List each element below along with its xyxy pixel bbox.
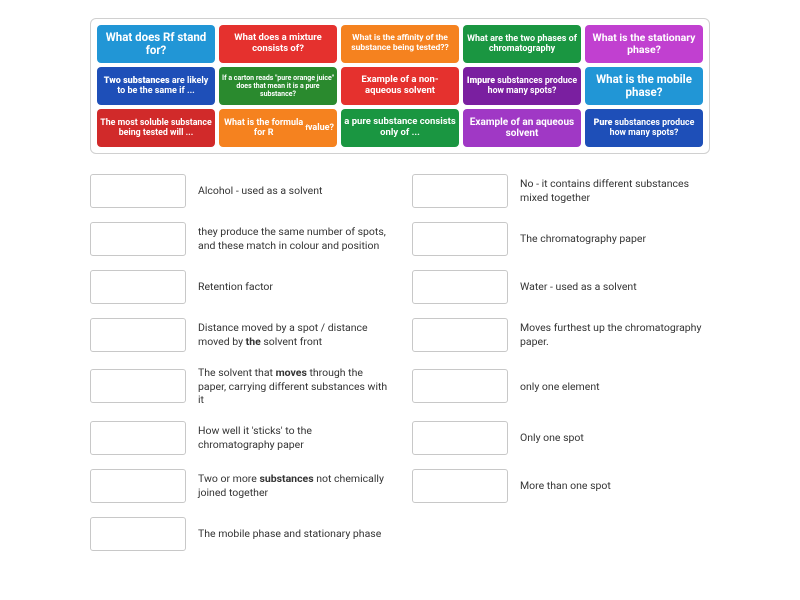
question-card[interactable]: If a carton reads "pure orange juice" do… [219, 67, 337, 105]
answer-row: they produce the same number of spots, a… [90, 222, 388, 256]
answer-text: Alcohol - used as a solvent [198, 184, 388, 198]
answer-row: Only one spot [412, 421, 710, 455]
question-card-grid: What does Rf stand for?What does a mixtu… [90, 18, 710, 154]
answer-row: Distance moved by a spot / distance move… [90, 318, 388, 352]
answer-text: Retention factor [198, 280, 388, 294]
answer-row: only one element [412, 366, 710, 407]
question-card[interactable]: Example of a non-aqueous solvent [341, 67, 459, 105]
answer-text: The mobile phase and stationary phase [198, 527, 388, 541]
answer-row: How well it 'sticks' to the chromatograp… [90, 421, 388, 455]
answer-drop-box[interactable] [90, 270, 186, 304]
question-card[interactable]: Two substances are likely to be the same… [97, 67, 215, 105]
question-card[interactable]: What does a mixture consists of? [219, 25, 337, 63]
answer-row: Alcohol - used as a solvent [90, 174, 388, 208]
answer-drop-box[interactable] [412, 469, 508, 503]
answer-row: The chromatography paper [412, 222, 710, 256]
answer-row: Water - used as a solvent [412, 270, 710, 304]
answer-row: Moves furthest up the chromatography pap… [412, 318, 710, 352]
answer-drop-box[interactable] [90, 222, 186, 256]
answer-drop-box[interactable] [412, 369, 508, 403]
answer-drop-box[interactable] [90, 369, 186, 403]
answer-drop-box[interactable] [90, 174, 186, 208]
answer-row [412, 517, 710, 551]
question-card[interactable]: What are the two phases of chromatograph… [463, 25, 581, 63]
answer-text: The solvent that moves through the paper… [198, 366, 388, 407]
answer-row: The mobile phase and stationary phase [90, 517, 388, 551]
answer-drop-box[interactable] [90, 517, 186, 551]
answer-row: No - it contains different substances mi… [412, 174, 710, 208]
answer-drop-box[interactable] [412, 421, 508, 455]
question-card[interactable]: Impure substances produce how many spots… [463, 67, 581, 105]
answer-row: Retention factor [90, 270, 388, 304]
question-card[interactable]: The most soluble substance being tested … [97, 109, 215, 147]
answer-text: More than one spot [520, 479, 710, 493]
answer-text: Water - used as a solvent [520, 280, 710, 294]
answer-drop-box[interactable] [90, 421, 186, 455]
answer-text: Only one spot [520, 431, 710, 445]
question-card[interactable]: Pure substances produce how many spots? [585, 109, 703, 147]
question-card[interactable]: a pure substance consists only of ... [341, 109, 459, 147]
question-card[interactable]: What is the stationary phase? [585, 25, 703, 63]
answer-text: Distance moved by a spot / distance move… [198, 321, 388, 348]
answer-text: The chromatography paper [520, 232, 710, 246]
answer-drop-box[interactable] [412, 318, 508, 352]
answer-drop-box[interactable] [412, 222, 508, 256]
question-card[interactable]: Example of an aqueous solvent [463, 109, 581, 147]
answer-text: How well it 'sticks' to the chromatograp… [198, 424, 388, 451]
question-card[interactable]: What does Rf stand for? [97, 25, 215, 63]
answer-text: Moves furthest up the chromatography pap… [520, 321, 710, 348]
answer-text: Two or more substances not chemically jo… [198, 472, 388, 499]
answer-drop-box[interactable] [412, 270, 508, 304]
answer-row: The solvent that moves through the paper… [90, 366, 388, 407]
answer-text: only one element [520, 380, 710, 394]
answer-row: More than one spot [412, 469, 710, 503]
answer-row: Two or more substances not chemically jo… [90, 469, 388, 503]
question-card[interactable]: What is the mobile phase? [585, 67, 703, 105]
answer-drop-box[interactable] [412, 174, 508, 208]
question-card[interactable]: What is the affinity of the substance be… [341, 25, 459, 63]
answer-drop-box[interactable] [90, 469, 186, 503]
question-card[interactable]: What is the formula for Rf value? [219, 109, 337, 147]
answers-grid: Alcohol - used as a solvent No - it conta… [90, 174, 710, 551]
answer-text: they produce the same number of spots, a… [198, 225, 388, 252]
answer-drop-box[interactable] [90, 318, 186, 352]
answer-text: No - it contains different substances mi… [520, 177, 710, 204]
